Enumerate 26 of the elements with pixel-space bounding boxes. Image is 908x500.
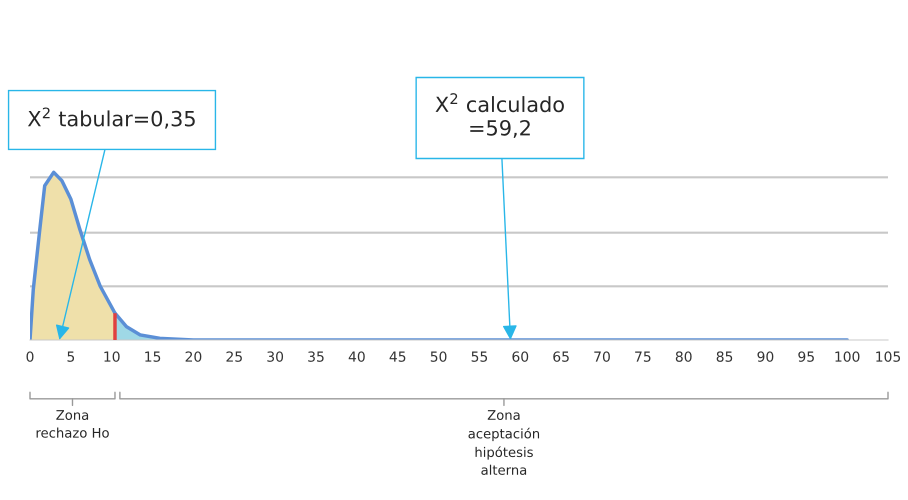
x-tick-label: 60 — [512, 351, 528, 362]
x-tick-label: 80 — [676, 351, 692, 362]
x-tick-label: 95 — [798, 351, 814, 362]
x-tick-label: 45 — [390, 352, 406, 362]
x-tick-label: 10 — [104, 351, 120, 362]
x-tick-label: 75 — [635, 352, 650, 362]
x-tick-label: 55 — [472, 352, 488, 362]
annotation: X$^{2}$ calculado =59,2 — [436, 93, 564, 138]
x-tick-label: 105 — [876, 351, 900, 362]
x-tick-label: 35 — [308, 351, 324, 362]
x-tick-label: 5 — [68, 352, 74, 362]
x-tick-label: 15 — [145, 352, 160, 362]
x-tick-label: 20 — [186, 351, 202, 362]
x-tick-label: 25 — [226, 351, 242, 362]
x-tick-label: 70 — [594, 351, 610, 362]
annotation: X$^{2}$ tabular=0,35 — [28, 107, 195, 129]
x-tick-label: 85 — [716, 351, 732, 362]
text: Zona aceptación hipótesis alterna — [468, 410, 540, 475]
x-tick-label: 65 — [553, 351, 569, 362]
text: Zona rechazo Ho — [36, 410, 109, 438]
x-tick-label: 50 — [430, 351, 446, 362]
x-tick-label: 90 — [757, 351, 774, 362]
x-tick-label: 100 — [835, 351, 860, 362]
x-tick-label: 40 — [348, 351, 365, 362]
x-tick-label: 30 — [267, 351, 284, 362]
x-tick-label: 0 — [26, 351, 34, 362]
